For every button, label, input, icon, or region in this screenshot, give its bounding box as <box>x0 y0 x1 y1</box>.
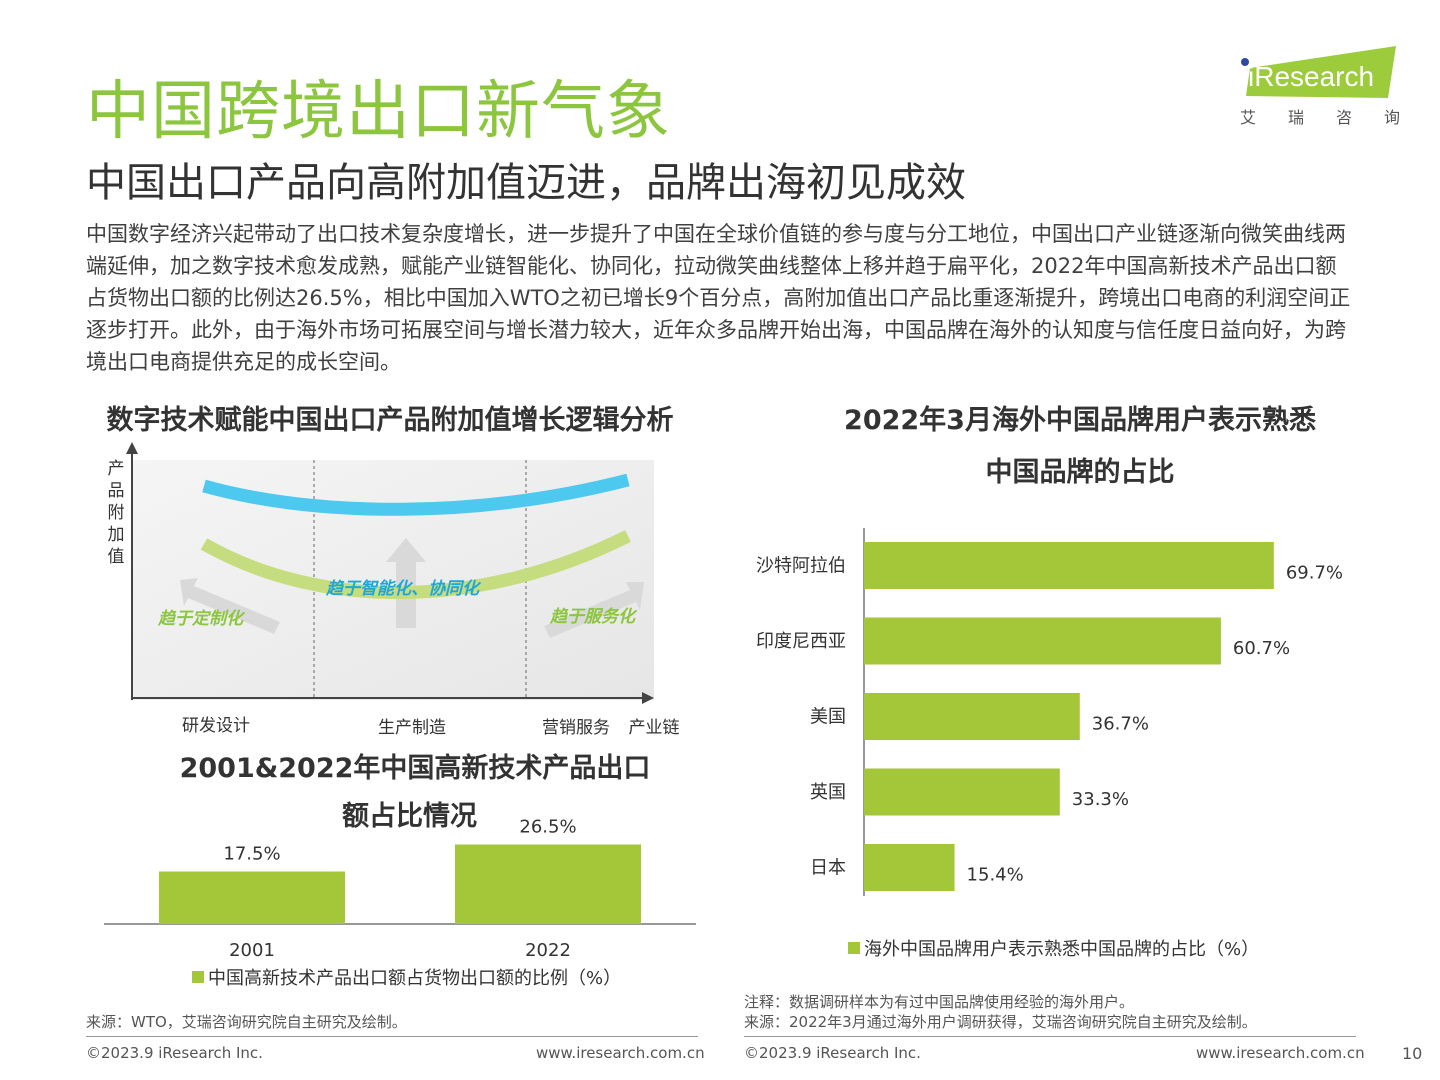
bar-value-label: 69.7% <box>1286 563 1343 584</box>
label-customization: 趋于定制化 <box>157 609 246 629</box>
svg-text:加: 加 <box>108 525 125 545</box>
hightech-chart-title-1: 2001&2022年中国高新技术产品出口 <box>179 753 651 784</box>
footer-url-left[interactable]: www.iresearch.com.cn <box>536 1044 705 1062</box>
page-title: 中国跨境出口新气象 <box>86 75 671 149</box>
svg-text:产: 产 <box>108 459 125 479</box>
hightech-legend: 中国高新技术产品出口额占货物出口额的比例（%） <box>192 964 621 990</box>
bar-value-label: 26.5% <box>519 817 576 838</box>
page-number: 10 <box>1402 1044 1423 1063</box>
up-arrow-icon <box>386 538 426 628</box>
footer-copyright-right: ©2023.9 iResearch Inc. <box>744 1044 921 1062</box>
brand-legend: 海外中国品牌用户表示熟悉中国品牌的占比（%） <box>848 935 1259 961</box>
category-label: 美国 <box>810 707 846 728</box>
brand-chart-title-2: 中国品牌的占比 <box>985 457 1175 488</box>
category-label: 2022 <box>525 940 571 961</box>
upper-smile-curve <box>202 473 630 516</box>
page-subtitle: 中国出口产品向高附加值迈进，品牌出海初见成效 <box>86 160 966 206</box>
legend-swatch <box>192 971 204 983</box>
smile-diagram: 趋于定制化 趋于智能化、协同化 趋于服务化 产 品 附 加 值 研发设计 生产制… <box>108 442 680 738</box>
x-label-marketing: 营销服务 <box>542 718 610 738</box>
brand-bar-chart: 沙特阿拉伯 69.7% 印度尼西亚 60.7% 美国 36.7% 英国 33.3% 日本 15.4… <box>756 528 1343 896</box>
footer-divider-right <box>744 1036 1356 1037</box>
category-label: 英国 <box>810 782 846 803</box>
brand-chart-title-1: 2022年3月海外中国品牌用户表示熟悉 <box>844 405 1316 436</box>
right-arrow-icon <box>544 582 644 638</box>
smile-diagram-title: 数字技术赋能中国出口产品附加值增长逻辑分析 <box>106 405 674 436</box>
bar-value-label: 17.5% <box>223 844 280 865</box>
bar-印度尼西亚 <box>864 617 1221 665</box>
brand-note: 注释：数据调研样本为有过中国品牌使用经验的海外用户。 <box>744 993 1135 1011</box>
logo-cn: 艾瑞咨询 <box>1240 108 1400 127</box>
iresearch-logo: iResearch <box>1241 46 1396 98</box>
svg-text:附: 附 <box>108 503 125 523</box>
svg-text:值: 值 <box>108 547 125 567</box>
x-axis-arrow-icon <box>642 692 654 704</box>
logo-text: iResearch <box>1248 61 1374 92</box>
footer-divider-left <box>86 1036 698 1037</box>
bar-沙特阿拉伯 <box>864 542 1274 589</box>
label-intelligence: 趋于智能化、协同化 <box>325 579 482 599</box>
hightech-bar-chart: 17.5% 2001 26.5% 2022 <box>104 817 696 961</box>
bar-value-label: 33.3% <box>1072 789 1129 810</box>
svg-text:品: 品 <box>108 481 125 501</box>
x-label-rd: 研发设计 <box>182 716 250 736</box>
bar-2001 <box>159 871 345 924</box>
intro-paragraph: 中国数字经济兴起带动了出口技术复杂度增长，进一步提升了中国在全球价值链的参与度与… <box>86 222 1351 374</box>
bar-日本 <box>864 844 955 891</box>
bar-value-label: 60.7% <box>1233 638 1290 659</box>
bar-2022 <box>455 844 641 924</box>
category-label: 2001 <box>229 940 275 961</box>
bar-美国 <box>864 693 1080 740</box>
bar-value-label: 15.4% <box>967 865 1024 886</box>
category-label: 印度尼西亚 <box>756 631 846 652</box>
category-label: 沙特阿拉伯 <box>756 556 846 577</box>
footer-copyright-left: ©2023.9 iResearch Inc. <box>86 1044 263 1062</box>
x-label-production: 生产制造 <box>378 718 446 738</box>
brand-source: 来源：2022年3月通过海外用户调研获得，艾瑞咨询研究院自主研究及绘制。 <box>744 1013 1257 1031</box>
lower-smile-curve <box>200 530 631 599</box>
hightech-chart-title-2: 额占比情况 <box>342 801 477 832</box>
footer-url-right[interactable]: www.iresearch.com.cn <box>1196 1044 1365 1062</box>
hightech-source: 来源：WTO，艾瑞咨询研究院自主研究及绘制。 <box>86 1013 407 1031</box>
legend-swatch <box>848 942 860 954</box>
left-arrow-icon <box>180 578 280 634</box>
bar-英国 <box>864 768 1060 816</box>
bar-value-label: 36.7% <box>1092 714 1149 735</box>
y-axis-arrow-icon <box>126 442 138 454</box>
x-label-chain: 产业链 <box>629 718 680 738</box>
label-service: 趋于服务化 <box>549 607 638 627</box>
category-label: 日本 <box>810 858 846 879</box>
